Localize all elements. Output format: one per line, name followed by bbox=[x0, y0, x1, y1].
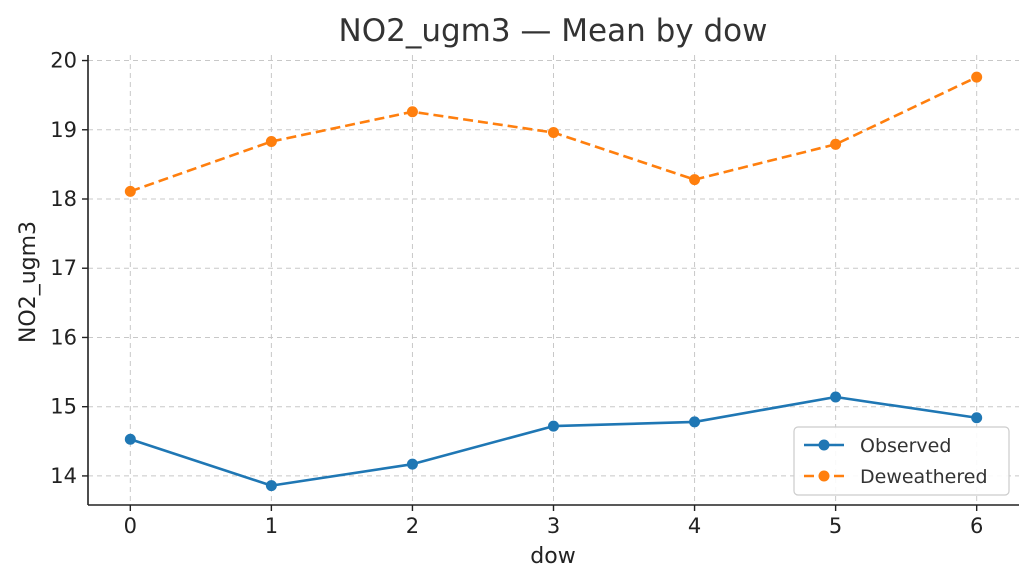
legend-label-deweathered: Deweathered bbox=[860, 466, 988, 488]
deweathered-point bbox=[830, 138, 842, 150]
legend-marker-observed bbox=[818, 439, 830, 451]
legend-marker-deweathered bbox=[818, 470, 830, 482]
x-tick-label: 0 bbox=[124, 514, 137, 538]
x-axis-label: dow bbox=[530, 544, 575, 569]
deweathered-point bbox=[124, 185, 136, 197]
deweathered-point bbox=[265, 136, 277, 148]
chart-title: NO2_ugm3 — Mean by dow bbox=[339, 13, 768, 49]
legend: Observed Deweathered bbox=[793, 426, 1010, 496]
observed-point bbox=[124, 433, 136, 445]
deweathered-point bbox=[548, 127, 559, 139]
observed-point bbox=[406, 458, 418, 470]
x-tick-label: 3 bbox=[547, 514, 560, 538]
y-tick-label: 16 bbox=[50, 325, 77, 349]
legend-box bbox=[793, 426, 1010, 496]
observed-point bbox=[971, 412, 983, 424]
observed-point bbox=[265, 480, 277, 492]
x-tick-label: 5 bbox=[829, 514, 842, 538]
series-layer bbox=[124, 71, 983, 492]
legend-label-observed: Observed bbox=[860, 435, 951, 457]
x-tick-label: 2 bbox=[406, 514, 419, 538]
deweathered-point bbox=[689, 174, 701, 186]
y-tick-label: 18 bbox=[50, 187, 77, 211]
y-tick-label: 14 bbox=[50, 464, 77, 488]
x-tick-label: 1 bbox=[265, 514, 278, 538]
deweathered-point bbox=[406, 106, 418, 118]
x-tick-label: 6 bbox=[970, 514, 983, 538]
deweathered-point bbox=[971, 71, 983, 83]
y-tick-label: 15 bbox=[50, 395, 77, 419]
observed-point bbox=[830, 391, 842, 403]
y-tick-label: 17 bbox=[50, 256, 77, 280]
x-tick-label: 4 bbox=[688, 514, 701, 538]
observed-point bbox=[689, 416, 701, 428]
axes: 0 1 2 3 4 5 6 14 15 16 17 18 19 20 bbox=[50, 49, 1019, 538]
y-tick-label: 19 bbox=[50, 118, 77, 142]
y-axis-label: NO2_ugm3 bbox=[16, 221, 41, 343]
observed-point bbox=[548, 420, 559, 432]
y-tick-label: 20 bbox=[50, 49, 77, 73]
